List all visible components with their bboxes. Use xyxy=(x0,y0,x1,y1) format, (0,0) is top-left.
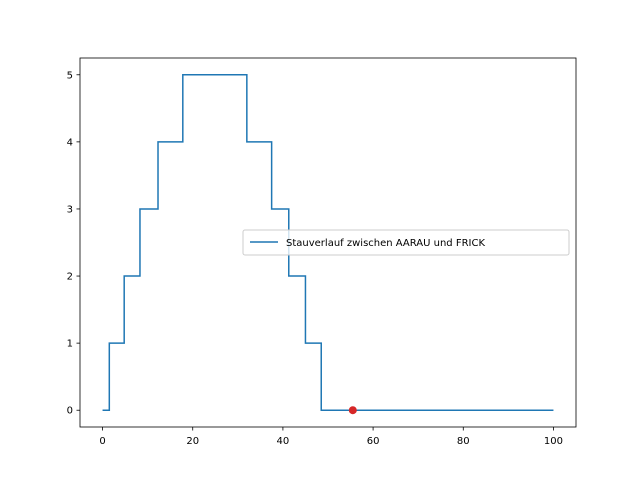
y-tick-label: 4 xyxy=(67,137,73,148)
axes-frame xyxy=(79,57,577,428)
y-tick-label: 0 xyxy=(67,406,73,417)
y-tick-label: 2 xyxy=(67,272,73,283)
x-tick-label: 40 xyxy=(277,436,290,447)
y-tick-label: 3 xyxy=(67,204,73,215)
legend-label: Stauverlauf zwischen AARAU und FRICK xyxy=(286,238,485,249)
x-tick-label: 60 xyxy=(367,436,380,447)
data-point-marker-0 xyxy=(348,406,357,415)
series-line-0 xyxy=(102,74,554,411)
x-tick-label: 80 xyxy=(457,436,470,447)
x-tick-label: 0 xyxy=(99,436,105,447)
y-tick-label: 5 xyxy=(67,70,73,81)
y-tick-label: 1 xyxy=(67,339,73,350)
legend: Stauverlauf zwischen AARAU und FRICK xyxy=(242,229,570,256)
x-tick-label: 20 xyxy=(186,436,199,447)
x-tick-label: 100 xyxy=(544,436,563,447)
legend-box xyxy=(242,229,570,256)
